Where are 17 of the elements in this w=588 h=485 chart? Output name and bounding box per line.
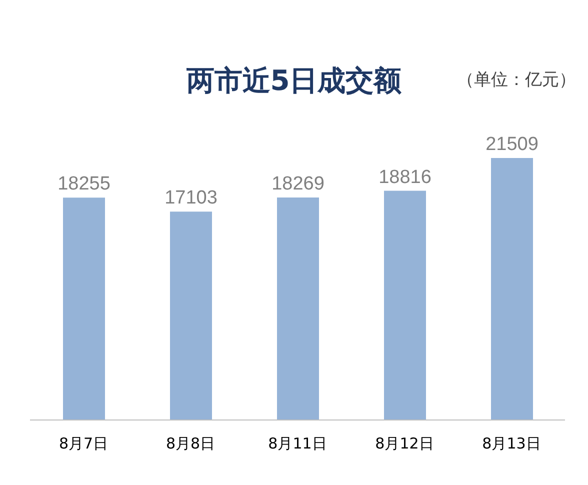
bar [491,158,533,420]
data-label: 18269 [272,173,324,194]
bar [170,212,212,420]
bar [63,198,105,420]
chart-title: 两市近5日成交额 [186,64,402,97]
data-label: 21509 [486,134,538,155]
x-tick-label: 8月8日 [166,434,216,453]
text: （单位：亿元） [457,69,576,91]
data-label: 17103 [164,188,218,209]
data-label: 18255 [58,174,110,195]
bar [384,190,426,420]
bar [277,197,319,420]
x-tick-label: 8月11日 [268,434,327,453]
x-tick-label: 8月12日 [375,434,434,453]
x-tick-label: 8月7日 [58,434,108,453]
data-label: 18816 [378,166,432,188]
x-tick-label: 8月13日 [482,434,541,453]
